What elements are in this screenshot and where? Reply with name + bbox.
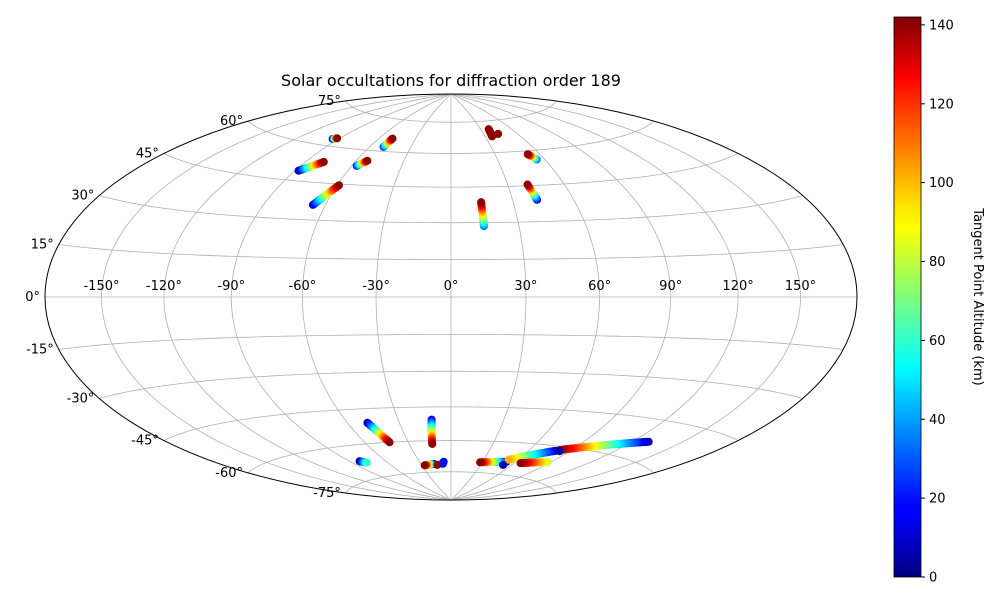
latitude-tick-label: -15°	[26, 343, 54, 358]
colorbar-label: Tangent Point Altitude (km)	[970, 207, 985, 385]
longitude-tick-label: 90°	[659, 279, 682, 294]
colorbar-tick-label: 140	[929, 18, 954, 33]
latitude-tick-label: -60°	[215, 466, 243, 481]
longitude-tick-label: 0°	[444, 279, 459, 294]
parallel-line	[58, 244, 844, 260]
latitude-tick-label: -45°	[131, 434, 159, 449]
longitude-tick-label: -120°	[146, 279, 182, 294]
occultation-point	[504, 455, 513, 464]
occultation-point	[494, 129, 503, 138]
occultation-point	[385, 438, 394, 447]
occultation-point	[523, 150, 532, 159]
colorbar-tick-label: 20	[929, 492, 946, 507]
occultation-point	[555, 447, 564, 456]
longitude-tick-label: 150°	[785, 279, 816, 294]
parallel-line	[99, 195, 803, 224]
longitude-tick-labels: -150° -120° -90° -60° -30° 0° 30° 60° 90° 120° 150…	[83, 279, 816, 294]
longitude-tick-label: -60°	[289, 279, 317, 294]
longitude-tick-label: -90°	[217, 279, 245, 294]
latitude-tick-label: 0°	[25, 290, 40, 305]
latitude-tick-label: 45°	[136, 147, 159, 162]
occultation-point	[333, 134, 342, 143]
occultation-point	[516, 459, 525, 468]
colorbar-tick-label: 60	[929, 334, 946, 349]
occultation-point	[523, 180, 532, 189]
latitude-tick-label: 60°	[220, 114, 243, 129]
latitude-tick-label: 75°	[318, 94, 341, 109]
occultation-point	[477, 198, 486, 207]
colorbar: 0 20 40 60 80 100 120 140 Tangent Point Altitud…	[893, 16, 985, 586]
colorbar-tick-label: 0	[929, 571, 937, 586]
occultation-point	[420, 461, 429, 470]
occultation-point	[362, 458, 371, 467]
parallel-line	[247, 440, 655, 474]
occultation-point	[438, 459, 447, 468]
latitude-tick-label: -75°	[313, 486, 341, 501]
occultation-point	[428, 439, 437, 448]
longitude-tick-label: 120°	[722, 279, 753, 294]
map-boundary	[44, 93, 858, 501]
colorbar-ticks: 0 20 40 60 80 100 120 140	[921, 18, 954, 586]
parallel-line	[163, 406, 739, 441]
latitude-tick-label: 15°	[31, 238, 54, 253]
chart-title: Solar occultations for diffraction order…	[281, 71, 621, 90]
latitude-tick-label: 30°	[71, 189, 94, 204]
occultation-point	[334, 181, 343, 190]
occultation-point	[476, 458, 485, 467]
occultation-point	[484, 125, 493, 134]
occultation-point	[363, 156, 372, 165]
parallel-line	[163, 153, 739, 188]
colorbar-gradient	[893, 16, 922, 578]
parallel-line	[58, 334, 844, 350]
parallel-line	[345, 471, 557, 494]
data-points	[294, 125, 653, 470]
colorbar-tick-label: 40	[929, 413, 946, 428]
longitude-tick-label: -150°	[83, 279, 119, 294]
occultation-point	[499, 460, 508, 469]
parallel-line	[345, 100, 557, 123]
occultation-point	[319, 157, 328, 166]
latitude-tick-labels: -75° -60° -45° -30° -15° 0° 15° 30° 45° 60° 75°	[25, 94, 341, 501]
occultation-point	[388, 134, 397, 143]
colorbar-tick-label: 120	[929, 97, 954, 112]
longitude-tick-label: 60°	[588, 279, 611, 294]
parallel-line	[247, 120, 655, 154]
parallel-line	[99, 370, 803, 399]
colorbar-tick-label: 100	[929, 176, 954, 191]
latitude-tick-label: -30°	[67, 392, 95, 407]
graticule	[45, 93, 857, 501]
longitude-tick-label: 30°	[514, 279, 537, 294]
longitude-tick-label: -30°	[362, 279, 390, 294]
colorbar-tick-label: 80	[929, 255, 946, 270]
